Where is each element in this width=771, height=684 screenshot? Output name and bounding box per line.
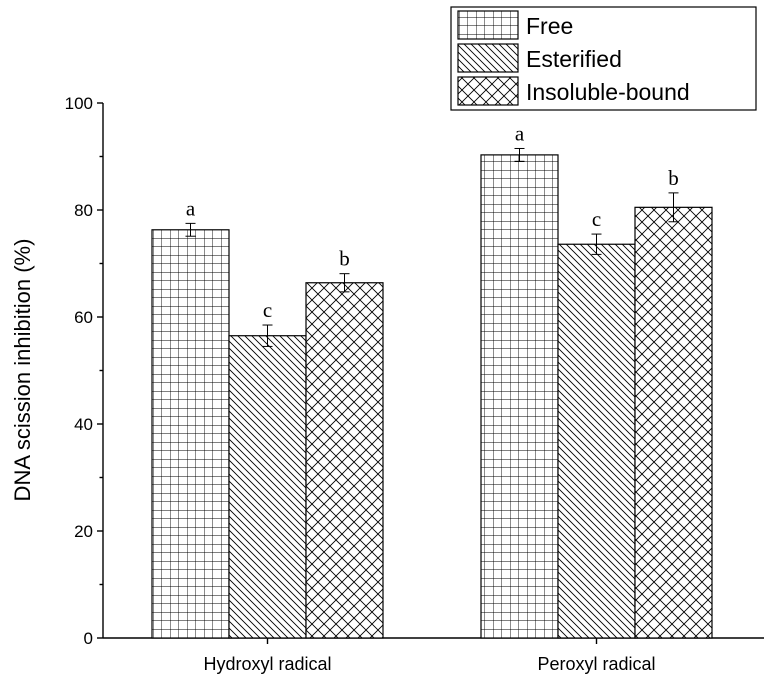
x-tick-label: Peroxyl radical bbox=[537, 654, 655, 674]
legend-label: Free bbox=[526, 13, 573, 39]
legend-swatch bbox=[457, 10, 519, 40]
y-axis-label: DNA scission inhibition (%) bbox=[10, 239, 35, 502]
bar bbox=[557, 243, 636, 639]
y-tick-label: 100 bbox=[65, 94, 93, 113]
significance-label: a bbox=[186, 196, 196, 220]
bar bbox=[480, 154, 559, 639]
y-tick-label: 40 bbox=[74, 415, 93, 434]
bar bbox=[634, 206, 713, 639]
bar bbox=[228, 335, 307, 639]
bars bbox=[151, 147, 713, 639]
significance-label: c bbox=[263, 298, 272, 322]
significance-label: c bbox=[592, 207, 601, 231]
significance-label: b bbox=[668, 166, 679, 190]
legend-swatch bbox=[457, 43, 519, 73]
significance-label: a bbox=[515, 121, 525, 145]
labels: a a c c b b Hydroxyl radical Peroxyl radical bbox=[186, 121, 679, 674]
bar bbox=[151, 229, 230, 639]
y-tick-label: 0 bbox=[84, 629, 93, 648]
y-tick-label: 80 bbox=[74, 201, 93, 220]
legend-label: Esterified bbox=[526, 46, 622, 72]
y-tick-label: 20 bbox=[74, 522, 93, 541]
legend-label: Insoluble-bound bbox=[526, 79, 690, 105]
legend-swatch bbox=[457, 76, 519, 106]
bar bbox=[305, 282, 384, 639]
significance-label: b bbox=[339, 247, 350, 271]
legend: Free Esterified Insoluble-bound bbox=[450, 6, 757, 111]
y-tick-label: 60 bbox=[74, 308, 93, 327]
x-tick-label: Hydroxyl radical bbox=[203, 654, 331, 674]
